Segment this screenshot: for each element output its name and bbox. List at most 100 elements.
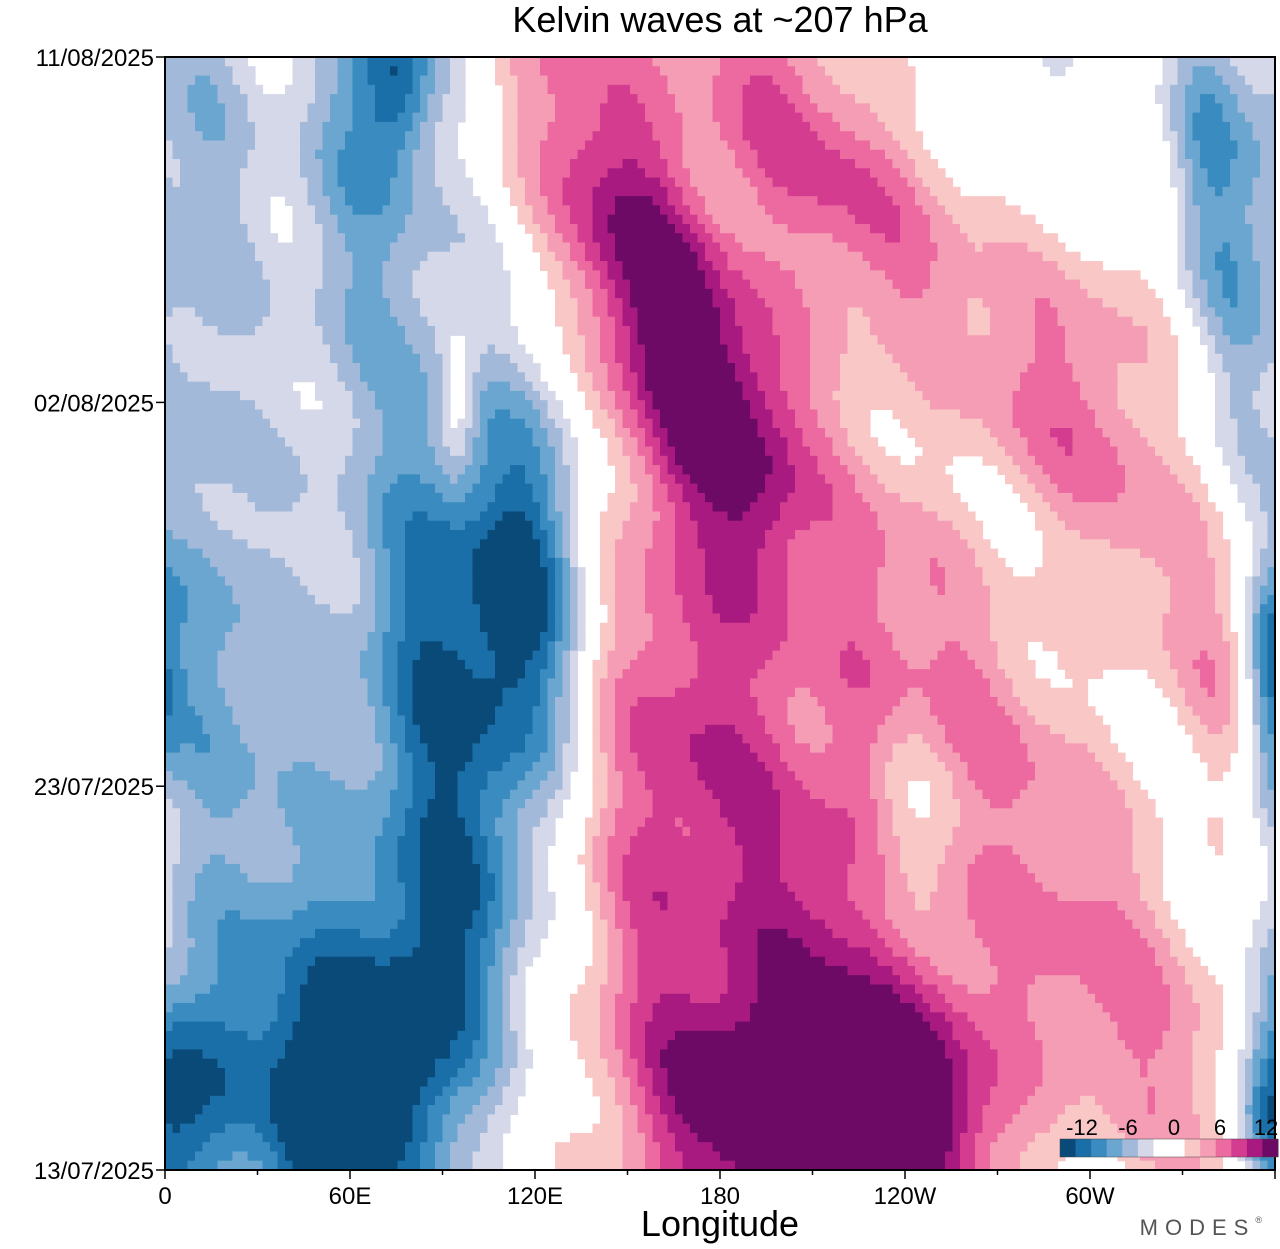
field-cell: [1222, 149, 1231, 160]
field-cell: [1170, 57, 1179, 67]
field-cell: [832, 261, 841, 271]
field-cell: [487, 223, 496, 234]
field-cell: [1110, 316, 1119, 327]
field-cell: [577, 223, 586, 234]
field-cell: [240, 400, 249, 411]
field-cell: [802, 372, 811, 383]
field-cell: [622, 270, 631, 281]
field-cell: [675, 307, 684, 318]
field-cell: [967, 261, 976, 271]
field-cell: [382, 400, 391, 411]
field-cell: [405, 177, 414, 188]
field-cell: [735, 325, 744, 336]
field-cell: [517, 149, 526, 160]
field-cell: [375, 159, 384, 169]
field-cell: [502, 409, 511, 420]
field-cell: [450, 205, 459, 216]
field-cell: [727, 325, 736, 336]
field-cell: [300, 335, 309, 346]
field-cell: [1260, 418, 1269, 429]
field-cell: [1252, 94, 1261, 104]
field-cell: [1230, 353, 1239, 364]
field-cell: [180, 353, 189, 364]
field-cell: [427, 409, 436, 420]
field-cell: [270, 270, 279, 281]
field-cell: [870, 242, 879, 253]
field-cell: [982, 279, 991, 290]
field-cell: [555, 131, 564, 142]
field-cell: [577, 288, 586, 299]
field-cell: [810, 121, 819, 132]
field-cell: [427, 223, 436, 234]
field-cell: [307, 66, 316, 77]
field-cell: [1020, 390, 1029, 401]
field-cell: [660, 390, 669, 401]
field-cell: [877, 344, 886, 355]
field-cell: [780, 288, 789, 299]
field-cell: [442, 186, 451, 197]
field-cell: [682, 298, 691, 309]
field-cell: [255, 94, 264, 104]
field-cell: [247, 233, 256, 244]
field-cell: [285, 279, 294, 290]
field-cell: [1162, 363, 1171, 373]
field-cell: [645, 149, 654, 160]
field-cell: [667, 223, 676, 234]
field-cell: [457, 223, 466, 234]
field-cell: [675, 159, 684, 169]
field-cell: [412, 344, 421, 355]
field-cell: [525, 66, 534, 77]
field-cell: [900, 363, 909, 373]
field-cell: [420, 121, 429, 132]
field-cell: [825, 418, 834, 429]
field-cell: [847, 149, 856, 160]
field-cell: [697, 381, 706, 392]
field-cell: [1252, 57, 1261, 67]
field-cell: [795, 335, 804, 346]
field-cell: [1027, 233, 1036, 244]
field-cell: [172, 242, 181, 253]
field-cell: [825, 325, 834, 336]
field-cell: [270, 112, 279, 123]
field-cell: [1185, 149, 1194, 160]
field-cell: [832, 223, 841, 234]
field-cell: [945, 279, 954, 290]
field-cell: [1252, 298, 1261, 309]
field-cell: [712, 205, 721, 216]
field-cell: [240, 335, 249, 346]
field-cell: [900, 381, 909, 392]
field-cell: [315, 186, 324, 197]
field-cell: [1252, 177, 1261, 188]
field-cell: [832, 363, 841, 373]
field-cell: [382, 409, 391, 420]
field-cell: [952, 325, 961, 336]
field-cell: [1117, 418, 1126, 429]
field-cell: [885, 121, 894, 132]
field-cell: [877, 381, 886, 392]
field-cell: [210, 233, 219, 244]
field-cell: [1260, 233, 1269, 244]
field-cell: [1177, 279, 1186, 290]
field-cell: [232, 103, 241, 114]
field-cell: [750, 363, 759, 373]
field-cell: [1027, 400, 1036, 411]
field-cell: [412, 242, 421, 253]
field-cell: [1170, 131, 1179, 142]
field-cell: [1050, 57, 1059, 67]
field-cell: [360, 112, 369, 123]
field-cell: [592, 288, 601, 299]
field-cell: [637, 140, 646, 151]
field-cell: [817, 390, 826, 401]
field-cell: [892, 214, 901, 225]
field-cell: [645, 103, 654, 114]
field-cell: [510, 121, 519, 132]
field-cell: [1080, 390, 1089, 401]
field-cell: [1245, 316, 1254, 327]
field-cell: [270, 149, 279, 160]
field-cell: [450, 196, 459, 207]
field-cell: [810, 307, 819, 318]
field-cell: [682, 279, 691, 290]
field-cell: [285, 363, 294, 373]
field-cell: [952, 214, 961, 225]
field-cell: [652, 344, 661, 355]
